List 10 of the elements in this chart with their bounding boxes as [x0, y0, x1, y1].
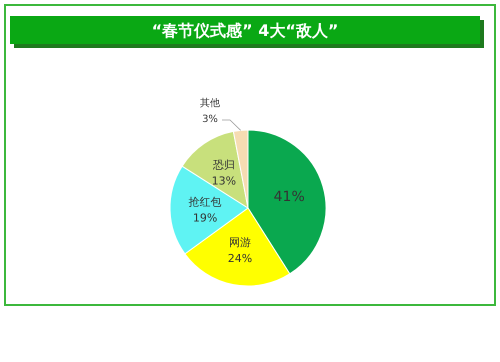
- slice-label: 恐归: [212, 158, 235, 172]
- data-label: 3%: [202, 114, 218, 125]
- chart-title: “春节仪式感” 4大“敌人”: [152, 21, 338, 40]
- data-label: 41%: [274, 189, 305, 206]
- slice-label: 其他: [200, 97, 220, 109]
- slice-label: 网游: [228, 236, 251, 250]
- data-label: 13%: [212, 174, 236, 188]
- data-label: 24%: [228, 252, 252, 266]
- slice-label: 抢红包: [188, 195, 222, 208]
- data-label: 19%: [192, 211, 218, 224]
